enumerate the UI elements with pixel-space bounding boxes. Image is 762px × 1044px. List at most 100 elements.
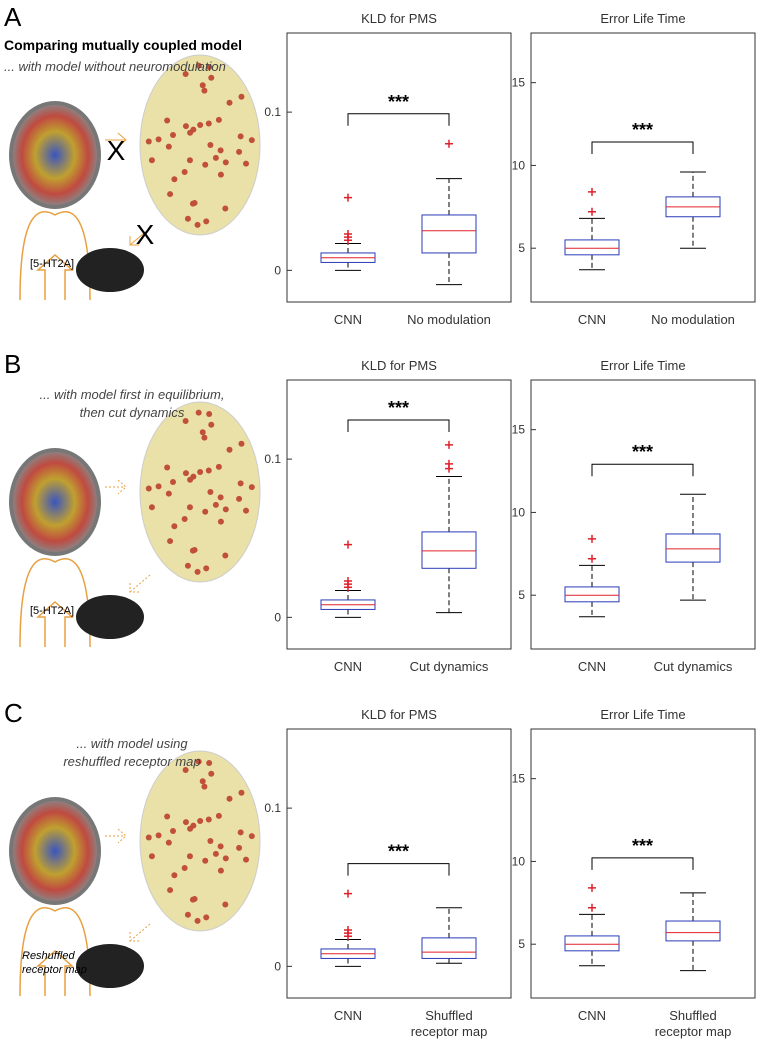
network-node bbox=[212, 154, 219, 161]
network bbox=[139, 401, 261, 583]
x-tick-label: No modulation bbox=[407, 312, 491, 327]
network-node bbox=[189, 200, 196, 207]
network-node bbox=[165, 490, 172, 497]
network-node bbox=[155, 483, 162, 490]
outlier bbox=[445, 459, 453, 468]
x-tick-label: No modulation bbox=[651, 312, 735, 327]
arrow-right bbox=[105, 828, 127, 844]
y-tick-label: 0.1 bbox=[264, 452, 281, 466]
panel-letter: C bbox=[4, 698, 23, 728]
outlier bbox=[588, 534, 596, 543]
network-node bbox=[171, 523, 178, 530]
outlier bbox=[588, 207, 596, 216]
outlier bbox=[344, 540, 352, 549]
network-node bbox=[182, 417, 189, 424]
network-node bbox=[145, 834, 152, 841]
network-node bbox=[206, 410, 213, 417]
network-node bbox=[167, 887, 174, 894]
network-node bbox=[243, 507, 250, 514]
network-node bbox=[184, 911, 191, 918]
box bbox=[564, 239, 620, 256]
network-node bbox=[170, 827, 177, 834]
network-node bbox=[238, 93, 245, 100]
network-node bbox=[222, 205, 229, 212]
x-tick-label: Shuffled bbox=[425, 1008, 472, 1023]
network-node bbox=[165, 143, 172, 150]
network-node bbox=[217, 867, 224, 874]
network-node bbox=[164, 813, 171, 820]
significance-label: *** bbox=[388, 92, 409, 112]
x-tick-label: CNN bbox=[334, 312, 362, 327]
outlier bbox=[344, 889, 352, 898]
network-node bbox=[206, 759, 213, 766]
significance-bracket bbox=[591, 857, 694, 870]
network-node bbox=[201, 783, 208, 790]
arrow-up bbox=[36, 600, 74, 647]
network-node bbox=[206, 63, 213, 70]
network-node bbox=[222, 901, 229, 908]
network-node bbox=[212, 501, 219, 508]
network-node bbox=[201, 87, 208, 94]
box bbox=[665, 920, 721, 942]
cross: X bbox=[107, 135, 126, 166]
panel-subheading: ... with model without neuromodulation bbox=[4, 59, 226, 74]
brain-sagittal bbox=[76, 248, 144, 292]
chart-title: Error Life Time bbox=[600, 358, 685, 373]
outlier bbox=[344, 193, 352, 202]
network-node bbox=[148, 157, 155, 164]
network-node bbox=[217, 147, 224, 154]
arrow-up bbox=[36, 253, 74, 300]
significance-bracket bbox=[591, 463, 694, 477]
network-node bbox=[199, 429, 206, 436]
network-node bbox=[248, 137, 255, 144]
network-node bbox=[236, 495, 243, 502]
network-node bbox=[217, 494, 224, 501]
network-node bbox=[226, 99, 233, 106]
network-node bbox=[186, 504, 193, 511]
receptor-label: Reshuffled bbox=[22, 950, 75, 962]
chart-title: KLD for PMS bbox=[361, 358, 437, 373]
network-node bbox=[182, 470, 189, 477]
box bbox=[421, 937, 477, 959]
network-node bbox=[203, 914, 210, 921]
x-tick-label: Cut dynamics bbox=[410, 659, 489, 674]
network-node bbox=[197, 818, 204, 825]
network-node bbox=[170, 478, 177, 485]
chart-title: Error Life Time bbox=[600, 707, 685, 722]
outlier bbox=[344, 925, 352, 934]
network-node bbox=[187, 476, 194, 483]
network-node bbox=[194, 568, 201, 575]
x-tick-label: Shuffled bbox=[669, 1008, 716, 1023]
y-tick-label: 10 bbox=[512, 505, 526, 519]
network-node bbox=[195, 62, 202, 69]
receptor-label: [5-HT2A] bbox=[30, 258, 74, 270]
box bbox=[421, 531, 477, 569]
arrow-arc bbox=[19, 907, 91, 997]
network-node bbox=[226, 795, 233, 802]
network bbox=[139, 54, 261, 236]
network-node bbox=[189, 896, 196, 903]
network-node bbox=[243, 856, 250, 863]
network-node bbox=[205, 467, 212, 474]
network-node bbox=[148, 504, 155, 511]
box bbox=[564, 935, 620, 952]
outlier bbox=[588, 903, 596, 912]
chart-title: KLD for PMS bbox=[361, 11, 437, 26]
network-node bbox=[195, 409, 202, 416]
box bbox=[665, 533, 721, 563]
x-tick-label: receptor map bbox=[655, 1024, 732, 1039]
plot-frame bbox=[530, 728, 756, 999]
network-node bbox=[165, 839, 172, 846]
y-tick-label: 0.1 bbox=[264, 801, 281, 815]
arrow-up bbox=[36, 949, 74, 996]
network-node bbox=[197, 122, 204, 129]
arrow-left bbox=[129, 574, 151, 593]
arrow-arc bbox=[19, 211, 91, 301]
network-node bbox=[199, 778, 206, 785]
network-node bbox=[167, 538, 174, 545]
chart-title: Error Life Time bbox=[600, 11, 685, 26]
network-node bbox=[203, 565, 210, 572]
outlier bbox=[344, 576, 352, 585]
brain-axial bbox=[9, 448, 101, 556]
network-node bbox=[222, 159, 229, 166]
